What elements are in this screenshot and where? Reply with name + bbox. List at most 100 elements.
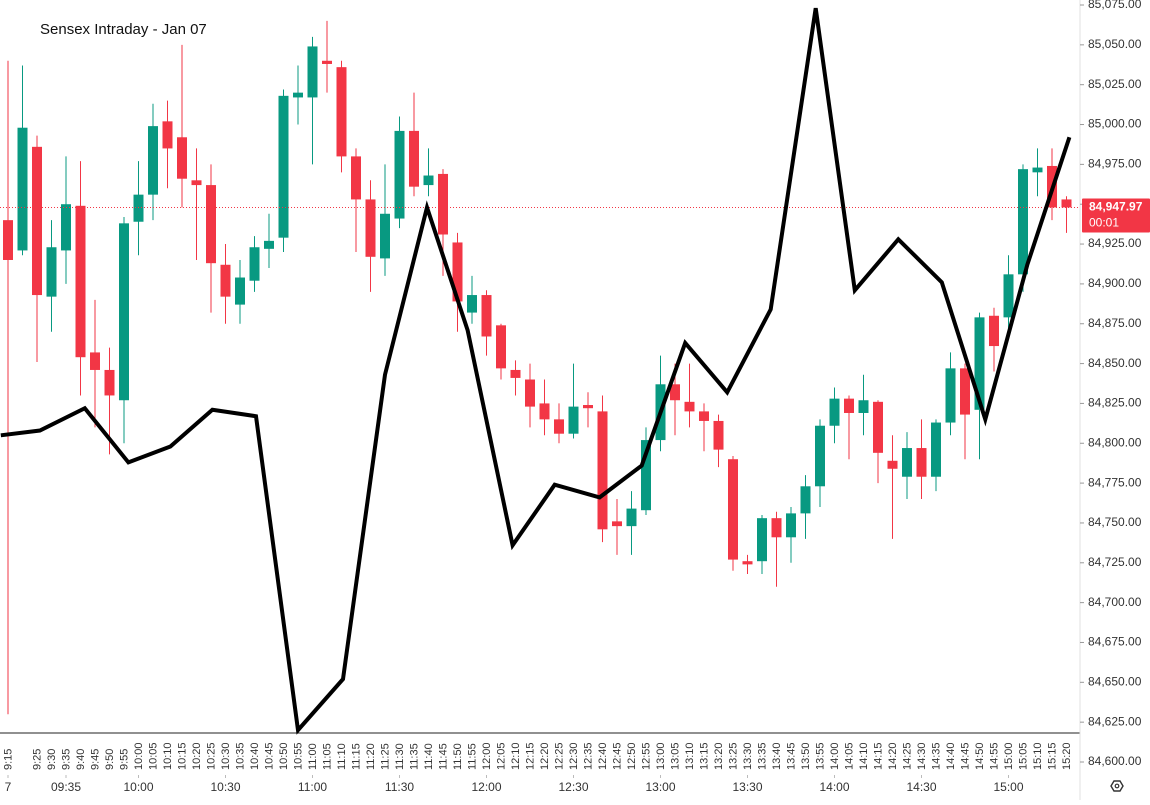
- y-tick-label: 85,075.00: [1088, 0, 1142, 11]
- x-tick-label: 11:30: [385, 780, 414, 794]
- category-label: 10:45: [263, 742, 275, 770]
- y-tick-label: 84,975.00: [1088, 157, 1142, 171]
- category-label: 12:05: [495, 742, 507, 770]
- candle-body: [539, 403, 550, 420]
- category-label: 10:10: [162, 742, 174, 770]
- candle-body: [815, 425, 825, 487]
- category-label: 9:55: [118, 749, 130, 770]
- category-label: 9:25: [31, 749, 43, 770]
- y-tick-label: 84,825.00: [1088, 396, 1142, 410]
- category-label: 13:00: [655, 742, 667, 770]
- category-label: 14:35: [930, 742, 942, 770]
- category-label: 15:15: [1046, 742, 1058, 770]
- x-tick-label: 13:30: [732, 780, 762, 794]
- candle-body: [61, 204, 71, 251]
- category-label: 14:25: [901, 742, 913, 770]
- candle-body: [496, 325, 506, 369]
- candle-body: [90, 352, 100, 370]
- candle-body: [742, 561, 753, 565]
- category-label: 10:00: [133, 742, 145, 770]
- y-tick-label: 84,775.00: [1088, 475, 1142, 489]
- x-tick-label: 13:00: [645, 780, 675, 794]
- candle-body: [699, 411, 709, 421]
- category-label: 10:20: [191, 742, 203, 770]
- candle-body: [409, 130, 419, 187]
- candle-body: [757, 518, 767, 562]
- candle-body: [481, 295, 492, 337]
- candle-body: [235, 277, 245, 305]
- candle-body: [728, 459, 738, 560]
- y-tick-label: 84,800.00: [1088, 435, 1142, 449]
- settings-hexagon[interactable]: [1110, 780, 1124, 792]
- category-label: 13:35: [756, 742, 768, 770]
- x-tick-label: 09:35: [51, 780, 81, 794]
- settings-icon[interactable]: [1110, 780, 1124, 792]
- x-tick-label: 10:00: [123, 780, 153, 794]
- candle-body: [945, 368, 956, 423]
- category-label: 11:15: [350, 743, 362, 770]
- candle-body: [931, 422, 941, 477]
- category-label: 11:40: [423, 743, 435, 770]
- candle-body: [264, 240, 274, 249]
- category-label: 14:05: [843, 742, 855, 770]
- category-label: 12:50: [626, 742, 638, 770]
- y-tick-label: 84,625.00: [1088, 714, 1142, 728]
- category-label: 12:30: [568, 742, 580, 770]
- candle-body: [916, 448, 927, 477]
- settings-dot[interactable]: [1114, 783, 1120, 789]
- category-label: 11:25: [379, 743, 391, 770]
- last-price-box: [1082, 198, 1150, 233]
- candle-body: [641, 440, 651, 511]
- category-label: 11:20: [365, 743, 377, 770]
- candle-body: [902, 448, 912, 477]
- y-tick-label: 84,875.00: [1088, 316, 1142, 330]
- candle-body: [1018, 169, 1028, 275]
- category-label: 15:20: [1061, 742, 1073, 770]
- category-label: 10:55: [292, 742, 304, 770]
- candle-body: [467, 295, 477, 313]
- candle-body: [510, 369, 521, 378]
- category-label: 10:50: [278, 742, 290, 770]
- x-tick-label: 11:00: [298, 780, 327, 794]
- category-label: 9:40: [75, 749, 87, 770]
- category-label: 10:40: [249, 742, 261, 770]
- category-label: 11:05: [321, 743, 333, 770]
- candle-body: [322, 60, 332, 64]
- category-label: 11:45: [437, 743, 449, 770]
- candle-body: [974, 317, 985, 410]
- candle-body: [206, 185, 216, 264]
- category-label: 10:05: [147, 742, 159, 770]
- candle-body: [365, 199, 376, 257]
- y-tick-label: 84,675.00: [1088, 635, 1142, 649]
- candle-body: [336, 67, 347, 157]
- category-label: 14:50: [974, 742, 986, 770]
- category-label: 10:30: [220, 742, 232, 770]
- candle-body: [3, 220, 13, 260]
- candle-body: [844, 398, 854, 413]
- plot-area: [0, 20, 1080, 715]
- category-label: 10:15: [176, 742, 188, 770]
- category-label: 12:20: [539, 742, 551, 770]
- category-label: 13:50: [800, 742, 812, 770]
- category-label: 15:10: [1032, 742, 1044, 770]
- category-label: 10:25: [205, 742, 217, 770]
- candle-body: [800, 486, 811, 514]
- countdown-label: 00:01: [1089, 216, 1119, 230]
- x-tick-label: 10:30: [210, 780, 240, 794]
- category-label: 9:15: [2, 749, 14, 770]
- category-label: 9:35: [60, 749, 72, 770]
- candle-body: [568, 406, 579, 434]
- candle-body: [583, 405, 593, 409]
- category-label: 10:35: [234, 742, 246, 770]
- candle-body: [220, 264, 231, 297]
- y-tick-label: 84,750.00: [1088, 515, 1142, 529]
- category-label: 12:45: [611, 742, 623, 770]
- category-label: 15:05: [1017, 742, 1029, 770]
- candle-body: [17, 127, 28, 251]
- candle-body: [380, 213, 390, 259]
- candle-body: [525, 379, 535, 407]
- category-label: 13:05: [669, 742, 681, 770]
- category-label: 13:55: [814, 742, 826, 770]
- candle-body: [438, 173, 448, 235]
